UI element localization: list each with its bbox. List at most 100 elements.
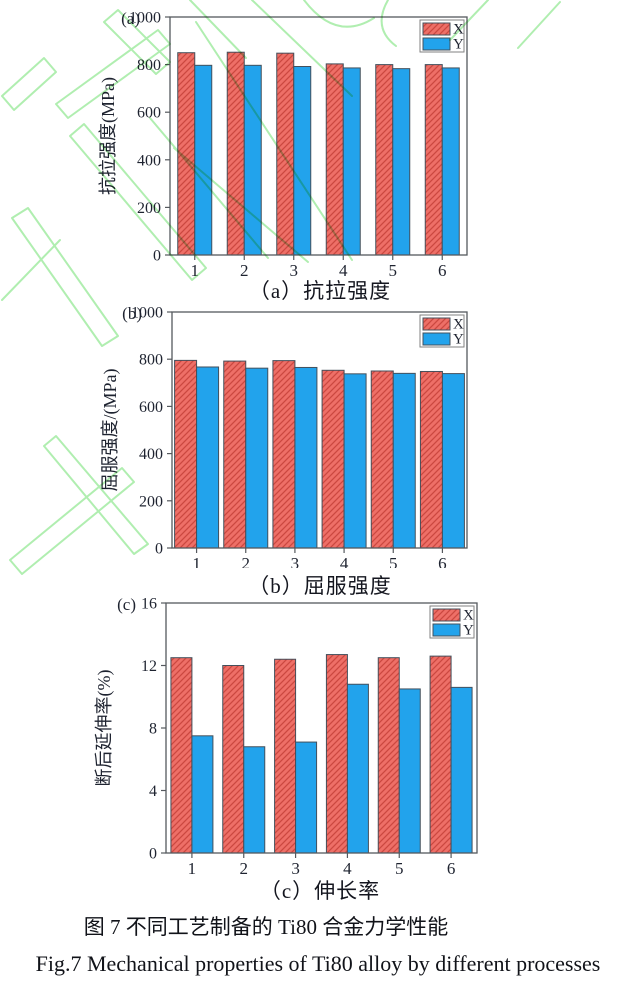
y-tick-label: 12 <box>141 658 157 675</box>
legend-label-Y: Y <box>453 332 464 348</box>
y-axis-label: 屈服强度/(MPa) <box>100 369 121 492</box>
x-tick-label: 1 <box>188 859 197 876</box>
plot-area <box>170 17 467 255</box>
plot-area <box>172 312 467 548</box>
y-tick-label: 600 <box>137 105 161 122</box>
bar-Y-5 <box>392 372 416 549</box>
bar-Y-6 <box>441 67 460 256</box>
bar-X-6 <box>419 370 443 549</box>
legend-swatch-X <box>422 22 451 36</box>
bar-Y-2 <box>245 367 269 549</box>
bar-Y-5 <box>392 68 411 256</box>
x-tick-label: 2 <box>240 261 249 276</box>
y-tick-label: 8 <box>149 721 157 738</box>
y-axis: 0 4 8 12 16 <box>141 596 166 863</box>
y-tick-label: 0 <box>153 248 161 265</box>
y-tick-label: 16 <box>141 596 157 613</box>
x-tick-label: 3 <box>290 261 299 276</box>
y-tick-label: 200 <box>139 493 163 510</box>
legend-label-X: X <box>453 317 464 333</box>
legend-swatch-Y <box>432 623 461 637</box>
bar-Y-1 <box>194 64 213 256</box>
bar-X-2 <box>222 665 245 854</box>
legend-label-X: X <box>453 22 464 38</box>
bar-Y-3 <box>293 66 312 256</box>
subcaption-b: （b）屈服强度 <box>248 574 392 598</box>
x-tick-label: 3 <box>291 554 300 568</box>
x-tick-label: 6 <box>438 554 447 568</box>
bar-Y-5 <box>398 688 421 854</box>
bar-Y-4 <box>343 373 367 549</box>
legend-label-Y: Y <box>453 37 464 53</box>
bar-X-2 <box>223 360 247 549</box>
x-tick-label: 6 <box>438 261 447 276</box>
bar-X-3 <box>274 658 297 854</box>
panel-label: (a) <box>121 9 140 28</box>
y-tick-label: 200 <box>137 200 161 217</box>
x-tick-label: 5 <box>395 859 404 876</box>
legend-swatch-X <box>432 608 461 622</box>
bar-X-4 <box>325 63 344 256</box>
x-tick-label: 4 <box>339 261 348 276</box>
bar-Y-2 <box>243 746 266 854</box>
legend: XY <box>419 19 465 53</box>
y-tick-label: 4 <box>149 783 157 800</box>
bar-X-5 <box>370 370 394 549</box>
bar-Y-6 <box>450 686 473 854</box>
x-axis: 1 2 3 4 5 6 <box>192 548 447 568</box>
x-tick-label: 2 <box>240 859 249 876</box>
bar-X-6 <box>429 655 452 854</box>
bar-X-2 <box>226 51 245 256</box>
x-tick-label: 1 <box>191 261 200 276</box>
bar-Y-3 <box>295 741 318 854</box>
y-axis-label: 断后延伸率(%) <box>94 670 115 787</box>
y-tick-label: 400 <box>139 446 163 463</box>
legend-label-Y: Y <box>463 623 474 639</box>
legend-swatch-Y <box>422 37 451 51</box>
bar-Y-1 <box>191 735 214 854</box>
x-tick-label: 5 <box>389 554 398 568</box>
x-tick-label: 4 <box>340 554 349 568</box>
plot-area <box>166 603 477 853</box>
bar-X-5 <box>375 64 394 256</box>
subcaption-c: （c）伸长率 <box>259 879 381 903</box>
bar-X-4 <box>321 369 345 549</box>
plot-frame <box>165 602 478 854</box>
figure-caption-zh: 图 7 不同工艺制备的 Ti80 合金力学性能 <box>83 915 449 939</box>
panel-label: (c) <box>117 595 136 614</box>
bar-X-1 <box>177 52 196 256</box>
bars <box>174 359 465 549</box>
y-tick-label: 800 <box>139 352 163 369</box>
subcaption-a: （a）抗拉强度 <box>248 279 392 303</box>
x-tick-label: 1 <box>192 554 201 568</box>
figure-caption-en: Fig.7 Mechanical properties of Ti80 allo… <box>35 951 601 976</box>
x-tick-label: 6 <box>447 859 456 876</box>
bar-Y-2 <box>243 64 262 256</box>
legend: XY <box>429 605 475 639</box>
bar-X-6 <box>424 64 443 256</box>
bar-X-1 <box>170 657 193 854</box>
bar-X-4 <box>325 654 348 854</box>
legend-swatch-Y <box>422 332 451 346</box>
bar-X-1 <box>174 359 198 549</box>
bar-X-5 <box>377 657 400 854</box>
plot-frame <box>171 311 468 549</box>
bar-Y-6 <box>441 373 465 549</box>
chart-b-yield-strength: 0 200 400 600 800 1000 1 2 3 4 5 6 (b) 屈服强度/(MPa) XY <box>100 304 468 568</box>
y-tick-label: 400 <box>137 152 161 169</box>
x-tick-label: 5 <box>389 261 398 276</box>
y-axis-label: 抗拉强度(MPa) <box>98 77 119 195</box>
bar-Y-4 <box>346 683 369 854</box>
y-tick-label: 0 <box>155 541 163 558</box>
bar-Y-1 <box>196 366 220 549</box>
bar-Y-3 <box>294 366 318 549</box>
x-tick-label: 3 <box>291 859 300 876</box>
bar-Y-4 <box>342 67 361 256</box>
panel-label: (b) <box>122 304 142 323</box>
y-tick-label: 0 <box>149 846 157 863</box>
